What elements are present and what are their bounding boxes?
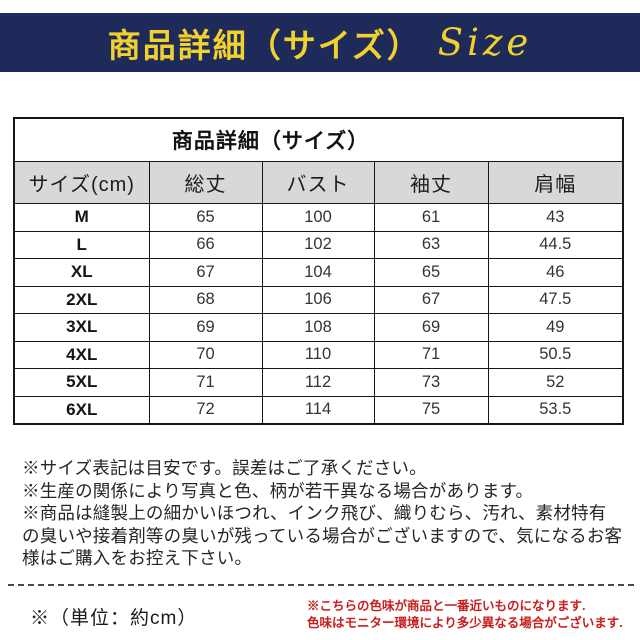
- note-manufacturing: ※商品は縫製上の細かいほつれ、インク飛び、織りむら、汚れ、素材特有の臭いや接着剤…: [22, 503, 623, 569]
- size-label: XL: [13, 258, 150, 287]
- total-length-value: 67: [148, 258, 263, 287]
- column-header-shoulder-width: 肩幅: [487, 161, 624, 204]
- shoulder-value: 50.5: [487, 340, 624, 369]
- size-label: 5XL: [13, 368, 150, 397]
- size-table: 商品詳細（サイズ） サイズ(cm) 総丈 バスト 袖丈 肩幅 M 65 100 …: [13, 117, 625, 425]
- sleeve-value: 75: [373, 395, 489, 425]
- table-row-6xl: 6XL 72 114 75 53.5: [13, 395, 624, 425]
- column-header-bust: バスト: [261, 161, 375, 204]
- total-length-value: 72: [148, 395, 263, 425]
- sleeve-value: 61: [373, 203, 489, 232]
- column-header-size: サイズ(cm): [13, 161, 150, 204]
- table-row-2xl: 2XL 68 106 67 47.5: [13, 285, 624, 314]
- shoulder-value: 53.5: [487, 395, 624, 425]
- size-label: 2XL: [13, 285, 150, 314]
- color-disclaimer-line1: ※こちらの色味が商品と一番近いものになります.: [307, 599, 586, 613]
- shoulder-value: 46: [487, 258, 624, 287]
- column-header-total-length: 総丈: [148, 161, 263, 204]
- bust-value: 100: [261, 203, 375, 232]
- size-table-title: 商品詳細（サイズ）: [13, 117, 624, 162]
- size-table-title-row: 商品詳細（サイズ）: [13, 117, 624, 162]
- total-length-value: 65: [148, 203, 263, 232]
- bust-value: 102: [261, 230, 375, 259]
- size-table-header-row: サイズ(cm) 総丈 バスト 袖丈 肩幅: [13, 161, 624, 204]
- table-row-l: L 66 102 63 44.5: [13, 230, 624, 259]
- bust-value: 106: [261, 285, 375, 314]
- sleeve-value: 63: [373, 230, 489, 259]
- bust-value: 108: [261, 313, 375, 342]
- size-label: 6XL: [13, 395, 150, 425]
- column-header-sleeve-length: 袖丈: [373, 161, 489, 204]
- page-banner: 商品詳細（サイズ） Size: [0, 13, 640, 72]
- shoulder-value: 47.5: [487, 285, 624, 314]
- size-label: L: [13, 230, 150, 259]
- sleeve-value: 67: [373, 285, 489, 314]
- bust-value: 104: [261, 258, 375, 287]
- sleeve-value: 71: [373, 340, 489, 369]
- total-length-value: 71: [148, 368, 263, 397]
- shoulder-value: 49: [487, 313, 624, 342]
- shoulder-value: 44.5: [487, 230, 624, 259]
- banner-title-en: Size: [437, 21, 533, 64]
- unit-note: ※（単位：約cm）: [30, 608, 198, 629]
- size-label: 3XL: [13, 313, 150, 342]
- notes-section: ※サイズ表記は目安です。誤差はご了承ください。 ※生産の関係により写真と色、柄が…: [22, 457, 623, 570]
- total-length-value: 69: [148, 313, 263, 342]
- sleeve-value: 69: [373, 313, 489, 342]
- banner-title-jp: 商品詳細（サイズ）: [107, 26, 422, 64]
- shoulder-value: 52: [487, 368, 624, 397]
- total-length-value: 70: [148, 340, 263, 369]
- note-color-difference: ※生産の関係により写真と色、柄が若干異なる場合があります。: [22, 480, 534, 501]
- sleeve-value: 65: [373, 258, 489, 287]
- bust-value: 112: [261, 368, 375, 397]
- table-row-3xl: 3XL 69 108 69 49: [13, 313, 624, 342]
- total-length-value: 66: [148, 230, 263, 259]
- table-row-xl: XL 67 104 65 46: [13, 258, 624, 287]
- total-length-value: 68: [148, 285, 263, 314]
- table-row-4xl: 4XL 70 110 71 50.5: [13, 340, 624, 369]
- note-size-accuracy: ※サイズ表記は目安です。誤差はご了承ください。: [22, 458, 427, 478]
- size-label: M: [13, 203, 150, 232]
- table-row-5xl: 5XL 71 112 73 52: [13, 368, 624, 397]
- shoulder-value: 43: [487, 203, 624, 232]
- table-row-m: M 65 100 61 43: [13, 203, 624, 232]
- bust-value: 110: [261, 340, 375, 369]
- dashed-divider: [8, 584, 634, 586]
- color-disclaimer-line2: 色味はモニター環境により多少異なる場合がございます.: [307, 615, 623, 630]
- color-disclaimer: ※こちらの色味が商品と一番近いものになります. 色味はモニター環境により多少異な…: [307, 598, 623, 631]
- bust-value: 114: [261, 395, 375, 425]
- sleeve-value: 73: [373, 368, 489, 397]
- size-label: 4XL: [13, 340, 150, 369]
